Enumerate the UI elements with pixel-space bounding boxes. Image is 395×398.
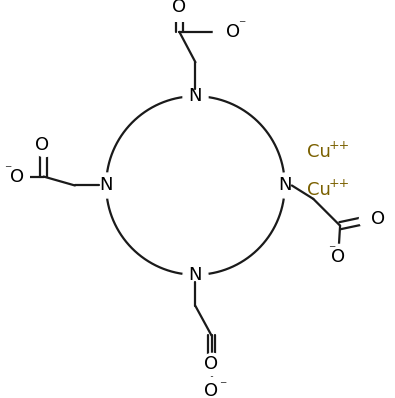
Text: N: N: [189, 266, 202, 284]
Text: O: O: [205, 355, 218, 373]
Text: ⁻: ⁻: [219, 379, 226, 393]
Text: O: O: [172, 0, 186, 16]
Text: ++: ++: [329, 177, 350, 190]
Text: Cu: Cu: [307, 142, 331, 160]
Text: O: O: [331, 248, 345, 266]
Text: ++: ++: [329, 139, 350, 152]
Text: N: N: [278, 176, 292, 195]
Text: O: O: [371, 211, 386, 228]
Text: ⁻: ⁻: [4, 163, 12, 177]
Text: N: N: [100, 176, 113, 195]
Text: ⁻: ⁻: [238, 19, 246, 33]
Text: O: O: [35, 136, 49, 154]
Text: N: N: [189, 87, 202, 105]
Text: O: O: [10, 168, 24, 185]
Text: ⁻: ⁻: [327, 244, 335, 258]
Text: O: O: [205, 382, 218, 398]
Text: Cu: Cu: [307, 181, 331, 199]
Text: O: O: [226, 23, 240, 41]
